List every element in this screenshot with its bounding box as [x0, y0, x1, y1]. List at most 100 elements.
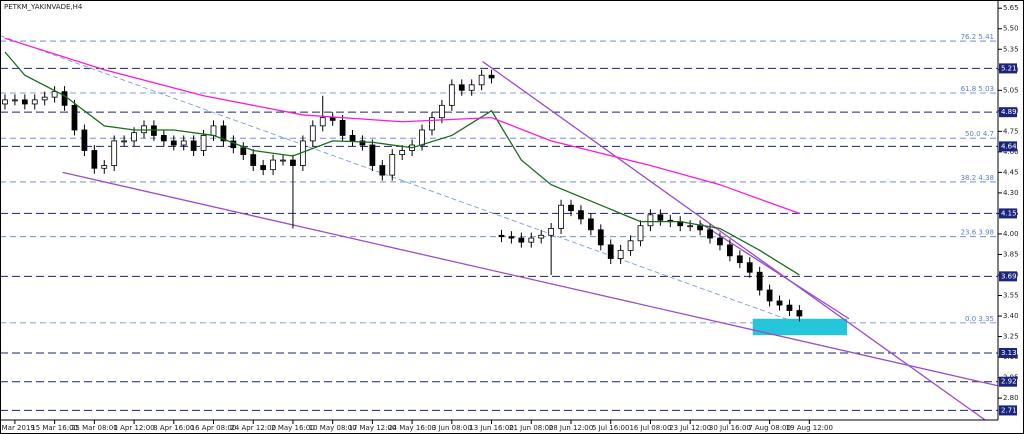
x-tick-label: 16 Apr 08:00	[191, 424, 237, 432]
level-tag	[999, 376, 1017, 387]
fibo-ratio: 0.0	[965, 315, 976, 323]
candle-body	[349, 135, 356, 142]
x-tick-label: 1 Apr 12:00	[113, 424, 154, 432]
candle-body	[429, 117, 435, 131]
candle-body	[419, 129, 425, 146]
candle-body	[687, 225, 694, 228]
y-tick-label: 3.55	[1003, 292, 1019, 300]
candle-body	[309, 125, 316, 142]
x-tick-label: 28 Jun 12:00	[549, 424, 593, 432]
x-tick-label: 13 Jun 16:00	[469, 424, 513, 432]
candle-body	[329, 117, 336, 121]
x-tick-label: 25 Mar 08:00	[71, 424, 118, 432]
candle-body	[607, 244, 614, 259]
candle-body	[61, 91, 68, 106]
candle-body	[190, 140, 197, 151]
candle-body	[339, 119, 346, 136]
candle-body	[81, 129, 88, 151]
x-tick-label: 5 Jul 16:00	[592, 424, 630, 432]
candle-body	[736, 255, 743, 264]
candle-body	[597, 229, 604, 246]
y-tick-label: 4.30	[1003, 189, 1019, 197]
candle-body	[488, 74, 495, 79]
fibo-price: 3.98	[978, 229, 994, 237]
candle-body	[379, 165, 386, 176]
candle-body	[617, 249, 624, 259]
x-tick-label: 24 May 16:00	[388, 424, 436, 432]
x-tick-label: 15 Mar 16:00	[31, 424, 78, 432]
candle-body	[776, 300, 783, 306]
candle-body	[707, 229, 713, 239]
candle-body	[448, 84, 455, 106]
candle-body	[508, 236, 515, 239]
y-tick-label: 5.05	[1003, 86, 1019, 94]
trendline	[699, 222, 850, 320]
x-tick-label: 16 Jul 08:00	[629, 424, 671, 432]
candle-body	[478, 74, 485, 86]
candle-body	[518, 237, 525, 243]
level-label: 3.13	[1001, 349, 1017, 357]
x-tick-label: 24 Apr 12:00	[230, 424, 276, 432]
fibo-label: 76.2 5.41	[961, 33, 994, 41]
level-label: 5.21	[1001, 64, 1017, 72]
x-tick-label: 7 Aug 08:00	[748, 424, 791, 432]
candle-body	[637, 225, 644, 242]
candle-body	[240, 147, 247, 155]
candle-body	[71, 104, 78, 131]
level-tag	[999, 271, 1017, 282]
candle-body	[568, 204, 574, 212]
x-tick-label: 23 Jul 12:00	[669, 424, 711, 432]
chart-title: PETKM_YAKINVADE,H4	[4, 3, 83, 11]
candle-body	[12, 99, 18, 102]
candle-body	[528, 237, 535, 243]
fibo-price: 4.38	[978, 174, 994, 182]
level-tag	[999, 405, 1017, 416]
y-tick-label: 4.45	[1003, 168, 1019, 176]
candle-body	[260, 165, 267, 171]
candle-body	[498, 234, 505, 238]
x-tick-label: 17 May 12:00	[348, 424, 396, 432]
trendline	[62, 171, 998, 387]
candle-body	[131, 132, 137, 142]
x-tick-label: 3 Jun 08:00	[432, 424, 472, 432]
fibo-ratio: 50.0	[965, 130, 981, 138]
moving-average	[4, 51, 800, 276]
candle-body	[439, 104, 445, 119]
x-tick-label: 10 May 08:00	[309, 424, 357, 432]
y-tick-label: 5.65	[1003, 4, 1019, 12]
candle-body	[250, 154, 257, 166]
candle-body	[726, 244, 733, 257]
level-label: 4.89	[1001, 108, 1017, 116]
y-tick-label: 3.25	[1003, 333, 1019, 341]
candle-body	[587, 218, 594, 231]
fibo-label: 23.6 3.98	[961, 229, 994, 237]
y-tick-label: 5.50	[1003, 25, 1019, 33]
candle-body	[796, 310, 803, 317]
x-tick-label: 30 Jul 16:00	[709, 424, 751, 432]
candle-body	[220, 125, 227, 142]
candle-body	[558, 204, 564, 229]
candle-body	[697, 225, 703, 231]
candle-body	[717, 237, 723, 246]
moving-average	[4, 37, 800, 215]
candle-body	[578, 210, 584, 220]
y-tick-label: 5.35	[1003, 45, 1019, 53]
fibo-label: 0.0 3.35	[965, 315, 994, 323]
candle-body	[359, 140, 366, 146]
candle-body	[111, 140, 118, 166]
candle-body	[210, 125, 217, 136]
zone	[752, 318, 848, 336]
plot-area: 76.2 5.41 61.8 5.03 50.0 4.7 38.2 4.38 23.6 …	[0, 33, 998, 420]
candle-body	[41, 96, 48, 101]
candle-body	[458, 84, 465, 91]
candle-body	[369, 144, 376, 166]
candle-body	[468, 84, 475, 91]
trendline	[0, 35, 790, 321]
candle-body	[180, 140, 187, 146]
candle-body	[270, 159, 276, 171]
candle-body	[657, 214, 664, 221]
level-label: 4.64	[1001, 142, 1017, 150]
candle-body	[160, 135, 167, 142]
